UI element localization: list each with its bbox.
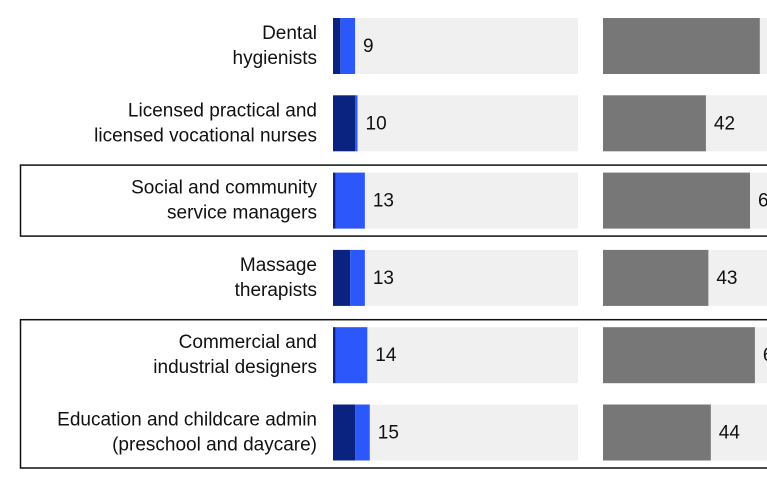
bar-track	[333, 172, 578, 229]
bar-track	[333, 249, 578, 306]
category-label: service managers	[167, 203, 317, 224]
bar-segment	[333, 172, 336, 229]
value-label: 10	[366, 113, 387, 134]
bar-segment	[333, 18, 341, 74]
category-label: Commercial and	[179, 332, 317, 353]
value-label: 44	[719, 423, 741, 444]
bar-segment	[335, 327, 368, 384]
bar-segment	[340, 18, 356, 74]
category-label: therapists	[235, 280, 317, 301]
bar	[603, 249, 709, 306]
bar	[603, 18, 760, 74]
category-label: licensed vocational nurses	[94, 125, 317, 146]
category-label: Education and childcare admin	[57, 410, 317, 431]
bar-segment	[333, 95, 356, 152]
bar-segment	[335, 172, 365, 229]
value-label: 9	[363, 36, 374, 57]
bar-segment	[355, 404, 370, 461]
category-label: industrial designers	[153, 357, 317, 378]
category-label: Social and community	[131, 178, 317, 199]
value-label: 15	[378, 423, 399, 444]
category-label: Dental	[262, 23, 317, 44]
bar	[603, 95, 706, 152]
bar	[603, 172, 750, 229]
value-label: 13	[373, 268, 394, 289]
bar	[603, 327, 755, 384]
value-label: 13	[373, 191, 394, 212]
value-label: 42	[714, 113, 735, 134]
bar-segment	[333, 249, 351, 306]
bar	[603, 404, 711, 461]
category-label: (preschool and daycare)	[112, 435, 317, 456]
bar-segment	[355, 95, 358, 152]
category-label: Licensed practical and	[128, 100, 317, 121]
highlight-box	[19, 318, 767, 469]
category-label: hygienists	[233, 48, 318, 69]
value-label: 60	[758, 191, 767, 212]
bar-segment	[333, 327, 336, 384]
bar-track	[333, 18, 578, 74]
bar-track	[333, 327, 578, 384]
bar-track	[333, 95, 578, 152]
bar-segment	[333, 404, 356, 461]
value-label: 62	[763, 345, 767, 366]
value-label: 14	[375, 345, 397, 366]
value-label: 43	[716, 268, 737, 289]
highlight-box	[19, 164, 767, 237]
category-label: Massage	[240, 255, 317, 276]
bar-segment	[350, 249, 365, 306]
bar-track	[333, 404, 578, 461]
